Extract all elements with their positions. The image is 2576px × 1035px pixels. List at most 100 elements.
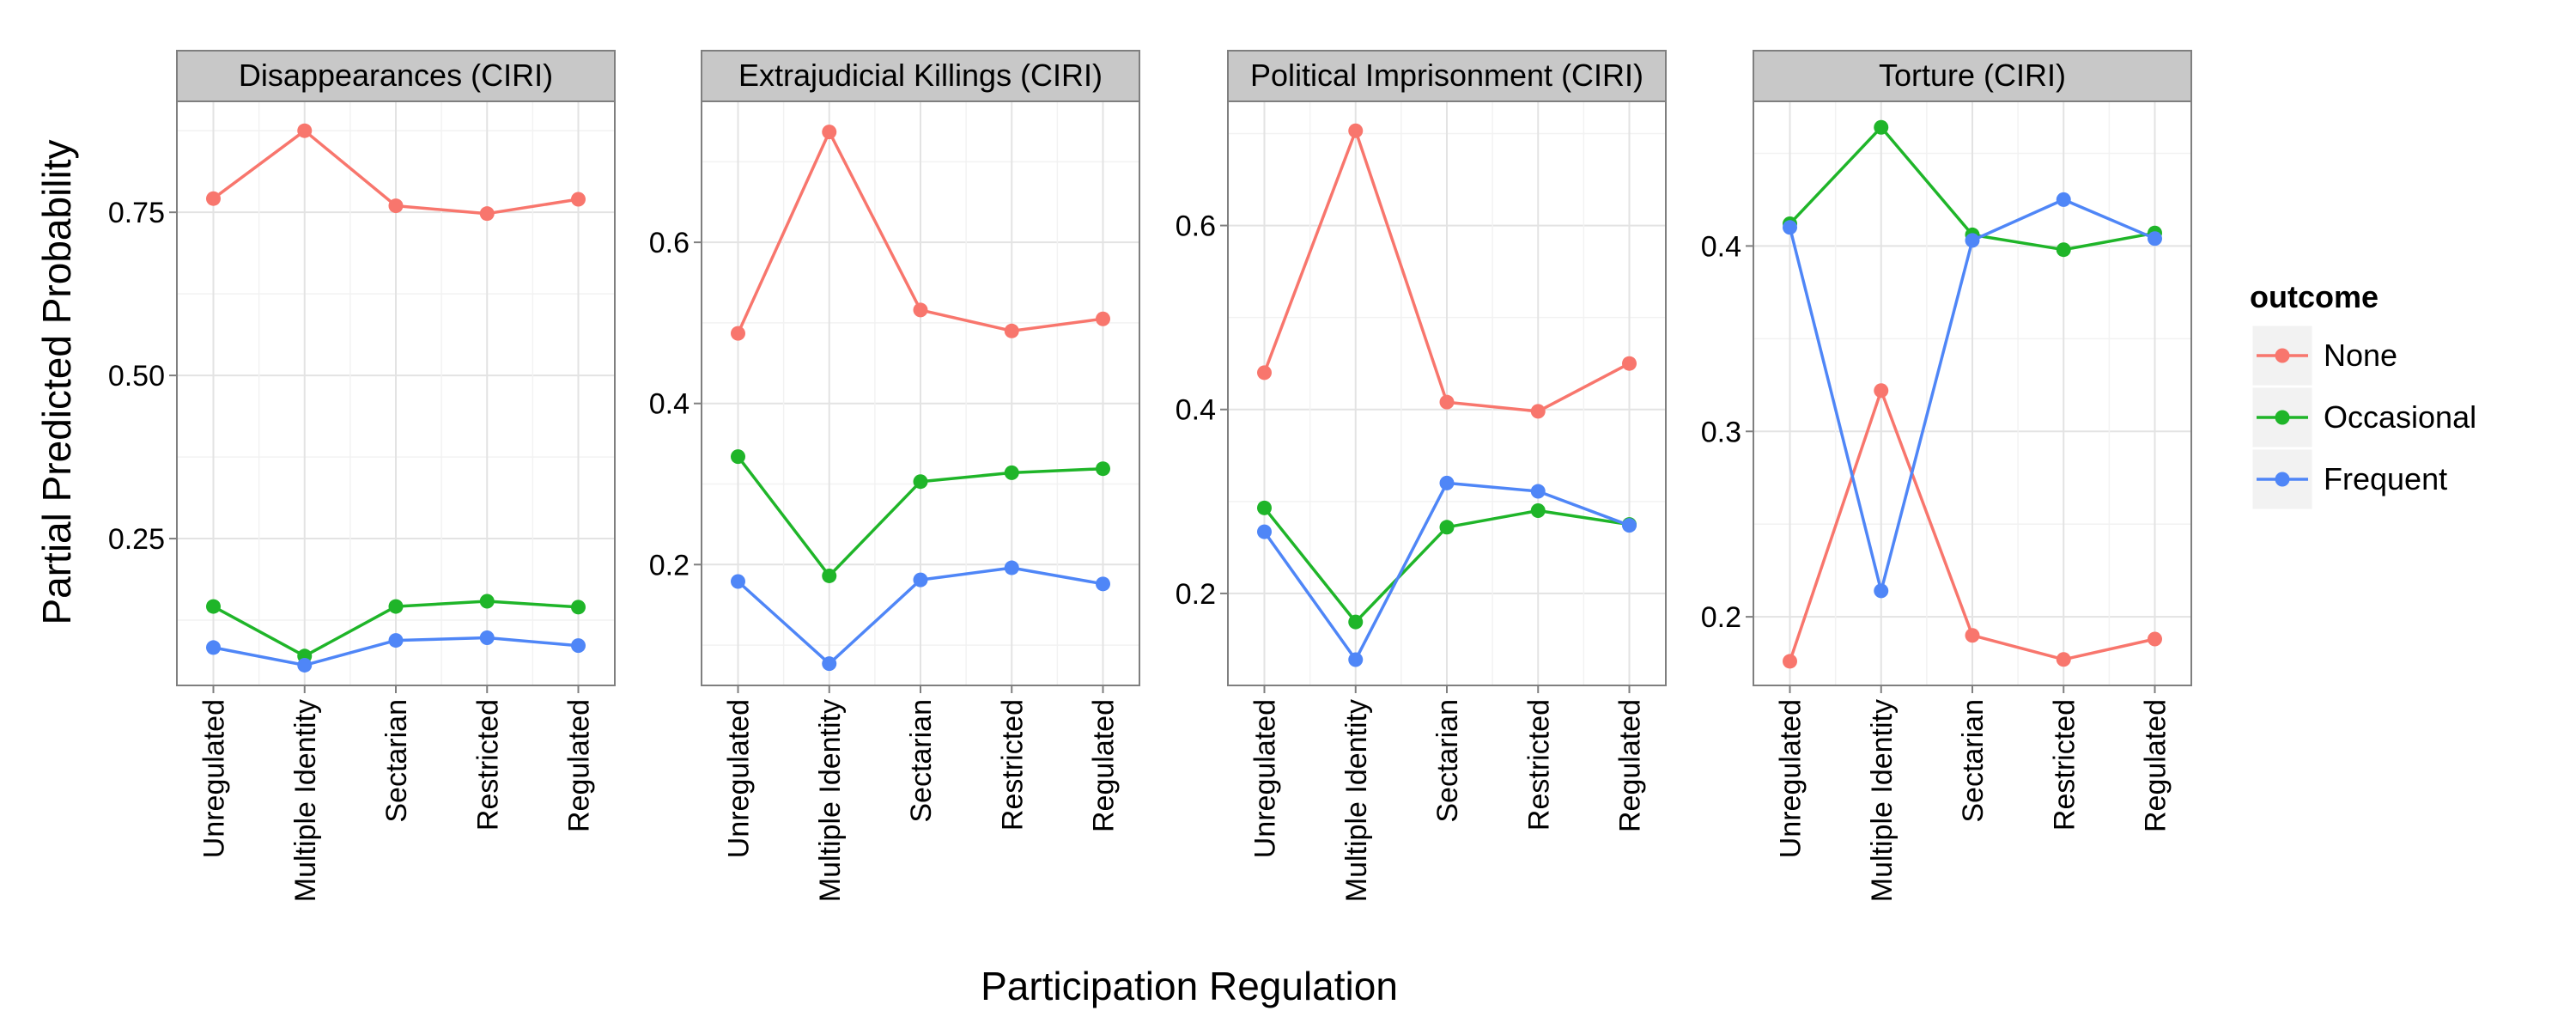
x-tick-label: Restricted: [1522, 699, 1555, 831]
legend-label: Occasional: [2324, 399, 2476, 435]
x-tick-label: Regulated: [1088, 699, 1121, 832]
panel-title: Extrajudicial Killings (CIRI): [738, 58, 1103, 93]
y-tick-label: 0.2: [649, 549, 690, 581]
data-point-frequent: [479, 630, 495, 646]
data-point-none: [1004, 323, 1019, 338]
data-point-occasional: [822, 568, 837, 583]
y-tick-label: 0.75: [108, 197, 165, 229]
data-point-occasional: [571, 600, 586, 615]
panel-torture-ciri: Torture (CIRI) 0.2 0.3 0.4 Unregulated Multip…: [1701, 50, 2192, 902]
data-point-none: [1622, 356, 1637, 371]
y-tick-label: 0.4: [649, 388, 690, 421]
y-tick-label: 0.6: [649, 227, 690, 259]
data-point-none: [388, 198, 404, 214]
x-tick-label: Multiple Identity: [814, 699, 847, 902]
x-tick-label: Restricted: [471, 699, 504, 831]
data-point-occasional: [1004, 465, 1019, 480]
data-point-none: [479, 206, 495, 222]
x-tick-label: Sectarian: [905, 699, 938, 823]
data-point-frequent: [206, 640, 221, 655]
panel-extrajudicial-killings-ciri: Extrajudicial Killings (CIRI) 0.2 0.4 0.6 Un…: [649, 50, 1140, 902]
data-point-frequent: [2056, 192, 2071, 207]
legend-label: Frequent: [2324, 461, 2447, 496]
data-point-none: [1096, 311, 1110, 326]
x-tick-label: Multiple Identity: [1866, 699, 1899, 902]
data-point-frequent: [1874, 583, 1889, 599]
data-point-none: [2148, 631, 2162, 647]
data-point-occasional: [1874, 119, 1889, 135]
data-point-occasional: [1096, 461, 1110, 477]
x-tick-label: Sectarian: [1957, 699, 1990, 823]
x-tick-label: Multiple Identity: [1340, 699, 1373, 902]
panel-title: Political Imprisonment (CIRI): [1250, 58, 1643, 93]
x-tick-label: Unregulated: [1249, 699, 1282, 858]
x-tick-label: Regulated: [1614, 699, 1647, 832]
data-point-frequent: [571, 638, 586, 654]
panel-disappearances-ciri: Disappearances (CIRI) 0.25 0.50 0.75 Unregul…: [108, 50, 616, 902]
y-tick-label: 0.4: [1701, 230, 1741, 263]
panels-layer: Disappearances (CIRI) 0.25 0.50 0.75 Unregul…: [108, 50, 2192, 902]
data-point-none: [571, 192, 586, 207]
data-point-none: [1965, 628, 1980, 643]
y-tick-label: 0.2: [1701, 601, 1741, 634]
legend-title: outcome: [2250, 279, 2379, 314]
data-point-none: [297, 123, 313, 138]
x-tick-label: Regulated: [2140, 699, 2172, 832]
x-tick-label: Multiple Identity: [289, 699, 322, 902]
data-point-occasional: [1257, 500, 1272, 515]
data-point-none: [1530, 404, 1546, 419]
legend-entry-none: None: [2250, 323, 2397, 388]
legend-entry-frequent: Frequent: [2250, 447, 2447, 512]
data-point-frequent: [2148, 231, 2162, 247]
data-point-none: [1257, 365, 1272, 381]
data-point-frequent: [1530, 484, 1546, 499]
panel-strip: [701, 50, 1140, 102]
x-tick-label: Unregulated: [1775, 699, 1807, 858]
data-point-occasional: [913, 474, 928, 490]
x-axis-label: Participation Regulation: [981, 964, 1398, 1008]
data-point-frequent: [388, 633, 404, 648]
x-tick-label: Unregulated: [723, 699, 756, 858]
data-point-frequent: [1348, 652, 1364, 667]
data-point-occasional: [206, 599, 221, 614]
y-tick-label: 0.50: [108, 360, 165, 393]
legend-label: None: [2324, 338, 2397, 373]
data-point-none: [1874, 383, 1889, 399]
y-axis-label: Partial Predicted Probability: [34, 139, 79, 624]
data-point-occasional: [731, 449, 745, 465]
legend-key-point: [2275, 410, 2290, 425]
x-tick-label: Regulated: [563, 699, 596, 832]
y-tick-label: 0.3: [1701, 416, 1741, 448]
data-point-frequent: [1965, 233, 1980, 248]
panel-title: Disappearances (CIRI): [239, 58, 553, 93]
x-tick-label: Restricted: [2048, 699, 2081, 831]
panel-political-imprisonment-ciri: Political Imprisonment (CIRI) 0.2 0.4 0.6 Un…: [1176, 50, 1667, 902]
data-point-none: [822, 125, 837, 140]
y-tick-label: 0.6: [1176, 210, 1216, 243]
legend-entries: None Occasional Frequent: [2250, 323, 2476, 512]
panel-strip: [176, 50, 616, 102]
panel-strip: [1753, 50, 2192, 102]
legend-key-point: [2275, 472, 2290, 487]
data-point-frequent: [731, 574, 745, 589]
data-point-frequent: [822, 656, 837, 672]
data-point-none: [913, 302, 928, 318]
data-point-frequent: [1622, 518, 1637, 533]
data-point-occasional: [2056, 242, 2071, 258]
y-tick-label: 0.4: [1176, 394, 1216, 427]
data-point-none: [731, 326, 745, 341]
data-point-occasional: [388, 599, 404, 614]
data-point-occasional: [1348, 614, 1364, 630]
data-point-none: [2056, 652, 2071, 667]
data-point-none: [1439, 394, 1455, 410]
legend: outcome None Occasional Frequent: [2250, 279, 2476, 512]
data-point-frequent: [1004, 560, 1019, 575]
data-point-occasional: [1439, 520, 1455, 535]
data-point-occasional: [479, 594, 495, 609]
legend-entry-occasional: Occasional: [2250, 385, 2476, 450]
x-tick-label: Unregulated: [198, 699, 231, 858]
y-tick-label: 0.25: [108, 523, 165, 556]
x-tick-label: Sectarian: [1431, 699, 1464, 823]
